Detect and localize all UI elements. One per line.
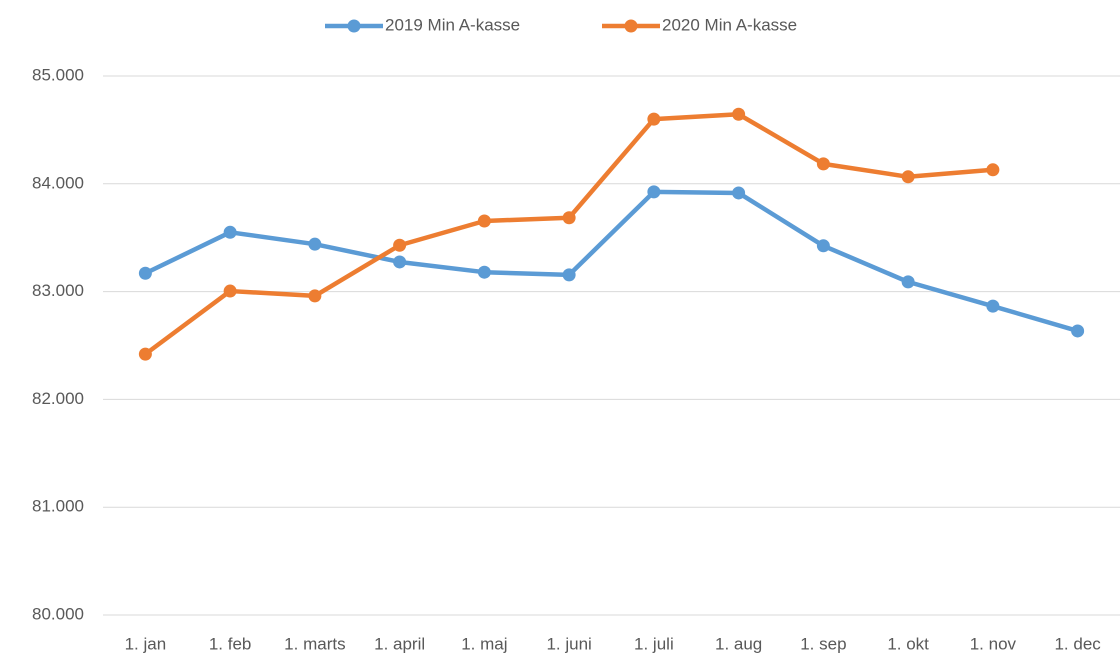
point (138, 347, 152, 361)
y-tick-label: 85.000 (32, 65, 84, 84)
point (816, 239, 830, 253)
x-tick-label: 1. juni (546, 634, 591, 653)
x-tick-label: 1. jan (125, 634, 167, 653)
point (732, 186, 746, 200)
x-tick-label: 1. maj (461, 634, 507, 653)
x-tick-label: 1. feb (209, 634, 252, 653)
point (223, 225, 237, 239)
x-tick-label: 1. marts (284, 634, 345, 653)
point (901, 170, 915, 184)
x-tick-label: 1. juli (634, 634, 674, 653)
point (986, 163, 1000, 177)
x-tick-label: 1. april (374, 634, 425, 653)
point (562, 268, 576, 282)
legend-marker (347, 19, 361, 33)
legend-label: 2020 Min A-kasse (662, 15, 797, 34)
point (138, 266, 152, 280)
point (647, 112, 661, 126)
point (647, 185, 661, 199)
point (986, 299, 1000, 313)
series-line (144, 112, 994, 356)
point (562, 211, 576, 225)
point (308, 237, 322, 251)
y-tick-label: 83.000 (32, 281, 84, 300)
series-line (144, 189, 1079, 334)
x-tick-label: 1. nov (970, 634, 1017, 653)
x-tick-label: 1. dec (1054, 634, 1101, 653)
x-tick-label: 1. okt (887, 634, 929, 653)
point (477, 265, 491, 279)
point (1071, 324, 1085, 338)
point (393, 255, 407, 269)
y-tick-label: 81.000 (32, 497, 84, 516)
x-tick-label: 1. aug (715, 634, 762, 653)
legend-label: 2019 Min A-kasse (385, 15, 520, 34)
legend-marker (624, 19, 638, 33)
x-tick-label: 1. sep (800, 634, 846, 653)
point (816, 157, 830, 171)
y-tick-label: 82.000 (32, 389, 84, 408)
point (223, 284, 237, 298)
point (393, 238, 407, 252)
point (901, 275, 915, 289)
point (308, 289, 322, 303)
y-tick-label: 84.000 (32, 173, 84, 192)
point (732, 107, 746, 121)
y-tick-label: 80.000 (32, 604, 84, 623)
point (477, 214, 491, 228)
